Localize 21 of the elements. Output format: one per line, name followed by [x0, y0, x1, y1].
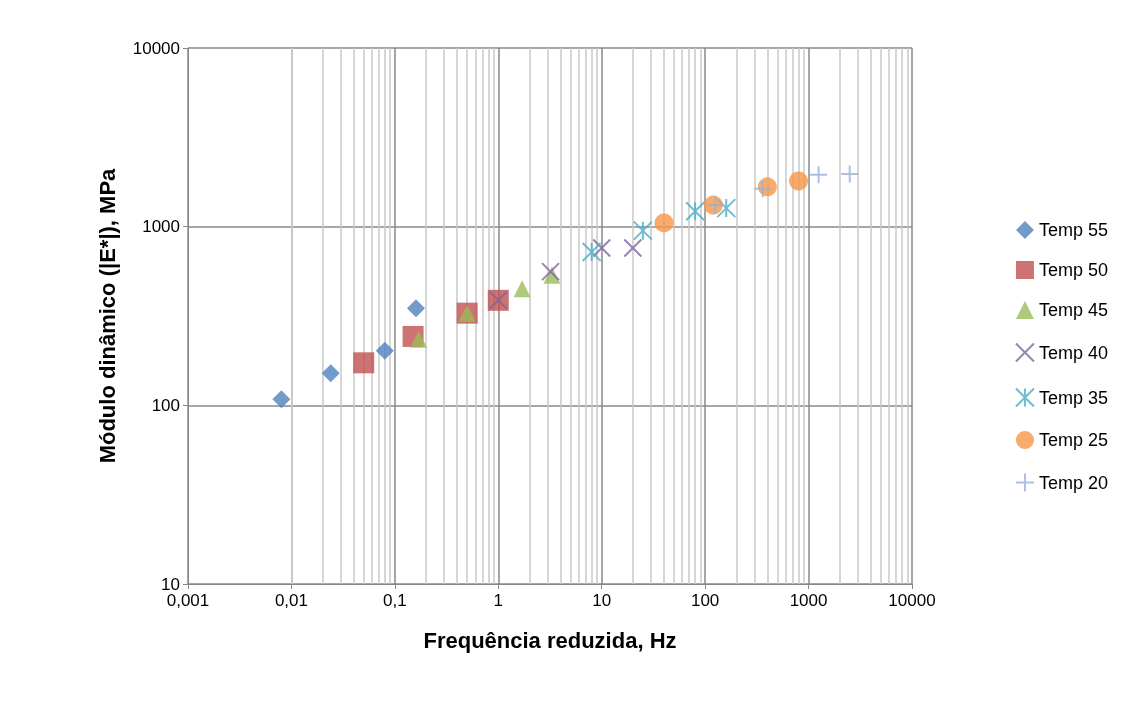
x-tick-label: 1	[493, 591, 504, 610]
x-axis-title: Frequência reduzida, Hz	[423, 627, 677, 653]
y-tick-label: 1000	[142, 217, 180, 237]
y-axis-title: Módulo dinâmico (|E*|), MPa	[94, 167, 120, 464]
y-tick-label: 10000	[132, 38, 180, 58]
legend-label: Temp 50	[1038, 260, 1109, 280]
y-tick-label: 10	[161, 574, 180, 594]
x-tick-label: 10000	[888, 591, 936, 610]
x-tick-label: 0,01	[274, 591, 308, 610]
legend-label: Temp 45	[1038, 300, 1109, 320]
legend-label: Temp 35	[1038, 387, 1109, 408]
legend-label: Temp 25	[1038, 430, 1109, 450]
x-tick-label: 0,001	[166, 591, 210, 610]
x-tick-label: 10	[592, 591, 612, 610]
legend-label: Temp 55	[1038, 220, 1109, 240]
x-tick-label: 100	[690, 591, 720, 610]
legend-label: Temp 40	[1038, 342, 1109, 363]
y-tick-label: 100	[151, 395, 180, 415]
x-tick-label: 1000	[789, 591, 828, 610]
legend-label: Temp 20	[1038, 472, 1109, 493]
x-tick-label: 0,1	[383, 591, 407, 610]
